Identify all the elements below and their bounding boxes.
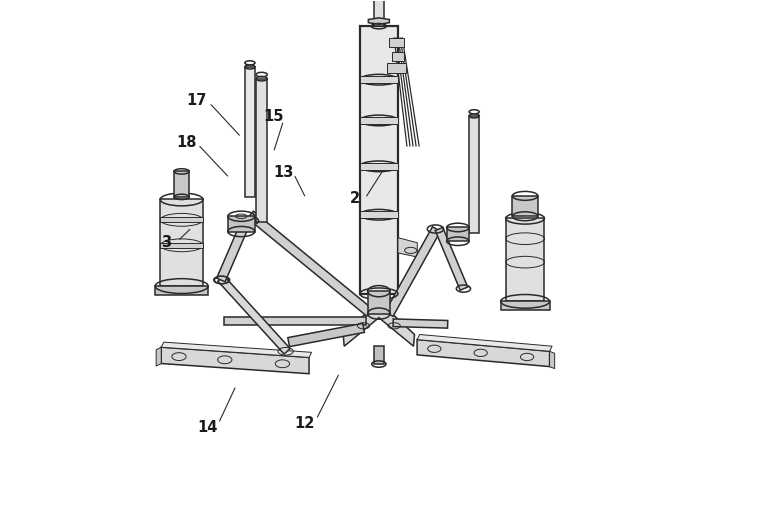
Polygon shape xyxy=(174,171,189,197)
Polygon shape xyxy=(162,347,309,374)
Polygon shape xyxy=(398,238,417,257)
Polygon shape xyxy=(245,67,255,197)
Text: 15: 15 xyxy=(263,109,284,124)
Polygon shape xyxy=(359,117,398,124)
Polygon shape xyxy=(162,342,312,357)
Polygon shape xyxy=(359,162,398,170)
Polygon shape xyxy=(506,218,544,301)
Polygon shape xyxy=(389,38,404,47)
Polygon shape xyxy=(359,26,398,294)
Text: 12: 12 xyxy=(295,416,315,431)
Polygon shape xyxy=(156,347,162,366)
Text: 18: 18 xyxy=(176,135,197,150)
Text: 3: 3 xyxy=(162,235,172,250)
Polygon shape xyxy=(160,243,203,248)
Text: 2: 2 xyxy=(350,191,360,206)
Polygon shape xyxy=(385,227,441,316)
Polygon shape xyxy=(435,227,468,290)
Text: 17: 17 xyxy=(187,92,207,108)
Polygon shape xyxy=(343,301,414,346)
Polygon shape xyxy=(417,335,552,351)
Polygon shape xyxy=(359,76,398,83)
Polygon shape xyxy=(512,196,538,216)
Polygon shape xyxy=(369,18,390,25)
Polygon shape xyxy=(392,52,404,61)
Polygon shape xyxy=(393,319,448,328)
Polygon shape xyxy=(247,211,373,316)
Polygon shape xyxy=(256,79,267,222)
Polygon shape xyxy=(359,211,398,218)
Polygon shape xyxy=(160,217,203,222)
Polygon shape xyxy=(469,116,479,233)
Polygon shape xyxy=(228,216,255,231)
Polygon shape xyxy=(374,0,384,26)
Polygon shape xyxy=(155,286,208,295)
Polygon shape xyxy=(216,219,250,282)
Polygon shape xyxy=(160,199,203,286)
Polygon shape xyxy=(224,317,366,325)
Polygon shape xyxy=(501,301,550,310)
Polygon shape xyxy=(447,227,469,241)
Polygon shape xyxy=(288,323,364,346)
Text: 13: 13 xyxy=(274,166,294,180)
Polygon shape xyxy=(374,346,384,364)
Polygon shape xyxy=(218,276,290,354)
Polygon shape xyxy=(550,351,555,368)
Polygon shape xyxy=(368,291,390,314)
Polygon shape xyxy=(386,63,406,73)
Polygon shape xyxy=(417,340,550,366)
Text: 14: 14 xyxy=(197,420,217,435)
